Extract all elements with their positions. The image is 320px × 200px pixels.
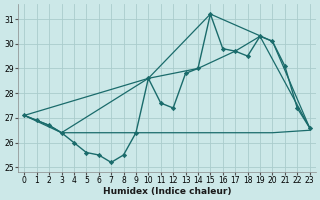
X-axis label: Humidex (Indice chaleur): Humidex (Indice chaleur) [103, 187, 231, 196]
